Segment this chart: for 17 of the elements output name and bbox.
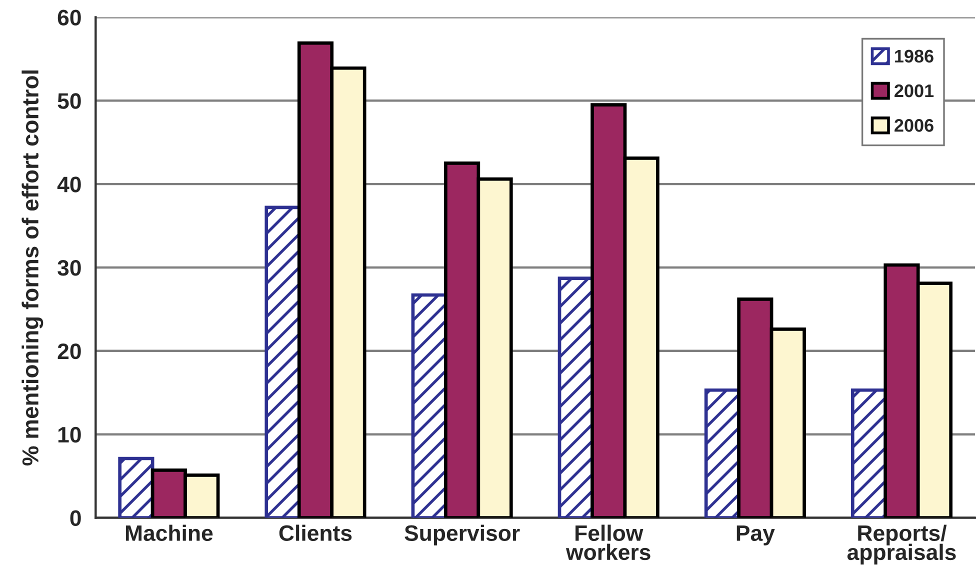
x-tick-label: Machine <box>126 524 213 542</box>
y-axis-title: % mentioning forms of effort control <box>22 70 44 466</box>
x-tick-label: Supervisor <box>404 524 520 546</box>
y-tick-label: 10 <box>58 426 81 443</box>
y-tick-label: 60 <box>58 10 81 26</box>
y-tick-label: 50 <box>58 93 81 109</box>
y-tick-label: 40 <box>57 176 81 192</box>
y-tick-label: 20 <box>58 343 81 360</box>
x-tick-label: Fellow workers <box>566 524 650 560</box>
x-tick-label: Clients <box>279 524 352 542</box>
x-tick-label: Reports/ appraisals <box>847 524 956 565</box>
x-tick-label: Pay <box>736 526 775 546</box>
legend-label: 2006 <box>894 119 934 132</box>
legend-label: 1986 <box>895 50 934 63</box>
y-tick-label: 30 <box>58 260 81 276</box>
legend-label: 2001 <box>894 84 934 98</box>
y-tick-label: 0 <box>70 510 81 526</box>
